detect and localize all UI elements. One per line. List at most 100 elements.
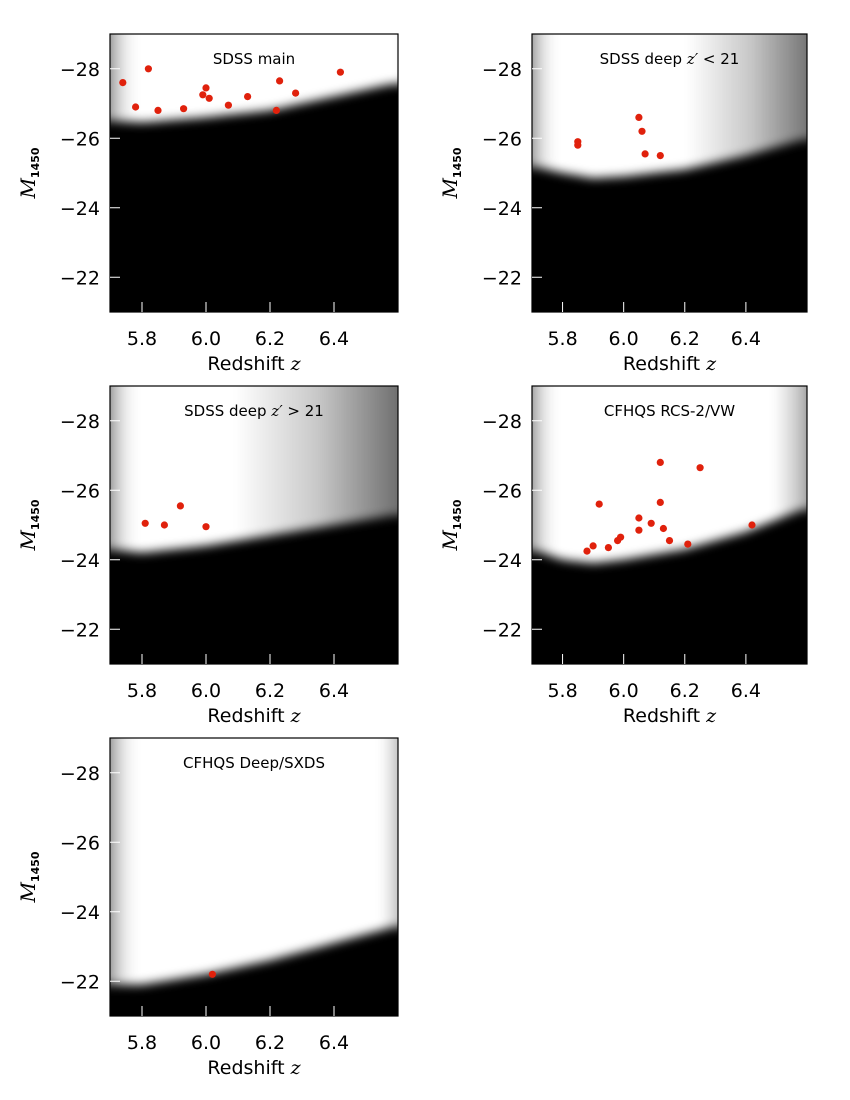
y-tick-label: −24	[482, 198, 522, 220]
data-point	[202, 523, 210, 531]
completeness-shading	[532, 386, 807, 664]
y-tick-label: −22	[60, 267, 100, 289]
data-point	[292, 89, 300, 97]
data-point	[617, 533, 625, 541]
data-point	[635, 113, 643, 121]
y-axis-label: M1450	[438, 499, 464, 551]
panel-1: SDSS main 5.8 6.0 6.2 6.4 −28 −26 −24 −22 Redshif…	[16, 33, 399, 375]
x-tick-label: 6.4	[319, 680, 349, 702]
x-axis-label: Redshift z	[623, 705, 717, 727]
x-tick-label: 5.8	[547, 680, 577, 702]
data-point	[583, 547, 591, 555]
y-axis-label: M1450	[16, 499, 42, 551]
y-tick-label: −24	[482, 550, 522, 572]
data-point	[656, 458, 664, 466]
data-point	[748, 521, 756, 529]
x-tick-label: 5.8	[547, 328, 577, 350]
x-tick-label: 5.8	[127, 328, 157, 350]
data-point	[176, 502, 184, 510]
y-tick-label: −24	[60, 902, 100, 924]
y-tick-label: −22	[60, 971, 100, 993]
x-axis-label: Redshift z	[207, 353, 301, 375]
x-tick-label: 5.8	[127, 1032, 157, 1054]
panel-title: CFHQS Deep/SXDS	[183, 754, 325, 772]
y-tick-label: −24	[60, 550, 100, 572]
data-point	[208, 970, 216, 978]
data-point	[224, 101, 232, 109]
y-tick-label: −26	[60, 480, 100, 502]
x-axis-label: Redshift z	[207, 705, 301, 727]
panel-title: SDSS deep z′ < 21	[600, 50, 740, 68]
y-axis-label: M1450	[16, 851, 42, 903]
data-point	[638, 127, 646, 135]
panel-title: SDSS main	[213, 50, 295, 68]
data-point	[574, 138, 582, 146]
x-tick-label: 6.0	[191, 1032, 221, 1054]
plot-frame	[531, 385, 808, 665]
y-tick-label: −22	[60, 619, 100, 641]
data-point	[665, 537, 674, 545]
x-axis-label: Redshift z	[207, 1057, 301, 1079]
completeness-shading	[110, 738, 398, 1016]
x-tick-label: 6.2	[255, 328, 285, 350]
data-point	[336, 68, 344, 76]
data-point	[647, 519, 655, 527]
y-tick-label: −22	[482, 619, 522, 641]
completeness-shading	[110, 386, 398, 664]
data-point	[684, 540, 692, 548]
panel-4: CFHQS RCS-2/VW 5.8 6.0 6.2 6.4 −28 −26 −24 −22 Re…	[438, 385, 808, 727]
data-point	[595, 500, 603, 508]
panel-2: SDSS deep z′ < 21 5.8 6.0 6.2 6.4 −28 −26 −24 −2…	[438, 33, 808, 375]
y-tick-label: −26	[482, 480, 522, 502]
panel-title: SDSS deep z′ > 21	[184, 402, 324, 420]
y-tick-label: −26	[60, 128, 100, 150]
x-tick-label: 6.4	[731, 328, 761, 350]
y-tick-label: −28	[60, 411, 100, 433]
data-point	[160, 521, 168, 529]
x-tick-label: 6.2	[670, 680, 700, 702]
data-point	[656, 498, 664, 506]
data-point	[244, 93, 252, 101]
x-axis-label: Redshift z	[623, 353, 717, 375]
y-tick-label: −28	[60, 763, 100, 785]
completeness-shading	[532, 34, 807, 312]
y-axis-label: M1450	[438, 147, 464, 199]
data-point	[202, 84, 210, 92]
completeness-shading	[110, 34, 398, 312]
plot-frame	[109, 33, 399, 313]
data-point	[659, 524, 668, 533]
y-tick-label: −28	[482, 59, 522, 81]
data-point	[199, 91, 207, 99]
x-tick-label: 6.4	[319, 328, 349, 350]
y-tick-label: −26	[60, 832, 100, 854]
x-tick-label: 6.4	[319, 1032, 349, 1054]
data-point	[132, 103, 140, 111]
x-tick-label: 6.0	[191, 680, 221, 702]
x-tick-label: 6.2	[255, 1032, 285, 1054]
x-tick-label: 6.2	[670, 328, 700, 350]
plot-frame	[109, 385, 399, 665]
y-axis-label: M1450	[16, 147, 42, 199]
x-tick-label: 6.0	[191, 328, 221, 350]
data-point	[656, 152, 664, 160]
data-point	[276, 77, 284, 85]
data-point	[154, 106, 162, 114]
data-point	[144, 65, 152, 73]
y-tick-label: −26	[482, 128, 522, 150]
panel-3: SDSS deep z′ > 21 5.8 6.0 6.2 6.4 −28 −26 −24 −2…	[16, 385, 399, 727]
data-point	[589, 542, 597, 550]
y-tick-label: −28	[60, 59, 100, 81]
data-point	[604, 544, 613, 552]
data-point	[696, 464, 704, 472]
x-tick-label: 6.0	[609, 680, 639, 702]
panel-5: CFHQS Deep/SXDS 5.8 6.0 6.2 6.4 −28 −26 −24 −22 R…	[16, 737, 399, 1079]
data-point	[119, 79, 127, 87]
x-tick-label: 6.4	[731, 680, 761, 702]
data-point	[180, 105, 188, 113]
y-tick-label: −28	[482, 411, 522, 433]
x-tick-label: 5.8	[127, 680, 157, 702]
data-point	[141, 519, 149, 527]
panel-title: CFHQS RCS-2/VW	[604, 402, 735, 420]
x-tick-label: 6.2	[255, 680, 285, 702]
